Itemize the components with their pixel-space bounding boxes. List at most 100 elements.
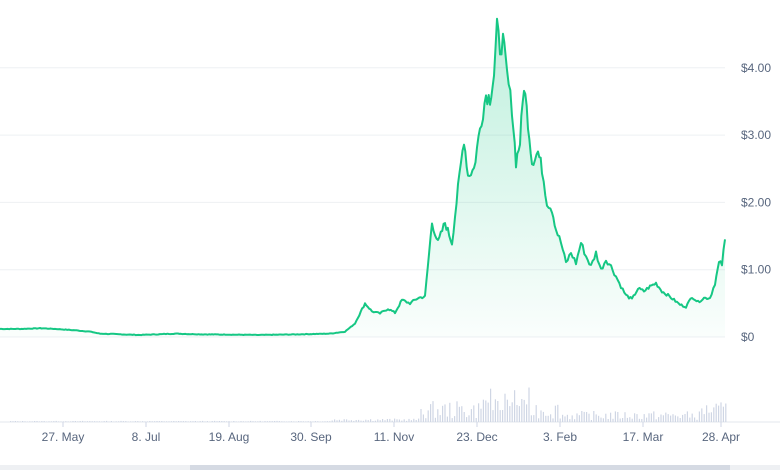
volume-bar <box>509 406 511 422</box>
volume-bar <box>218 421 220 422</box>
volume-bar <box>629 417 631 422</box>
x-scrollbar-thumb[interactable] <box>190 465 730 470</box>
volume-bar <box>41 421 43 422</box>
volume-bar <box>329 421 331 422</box>
volume-bar <box>348 420 350 422</box>
volume-bar <box>170 421 172 422</box>
x-tick-label-1: 8. Jul <box>132 430 161 444</box>
volume-bar <box>434 417 436 422</box>
volume-bar <box>118 421 120 422</box>
volume-bar <box>199 421 201 422</box>
volume-bar <box>497 401 499 422</box>
x-tick-label-0: 27. May <box>42 430 85 444</box>
volume-bar <box>674 415 676 422</box>
volume-bar <box>655 419 657 422</box>
volume-bar <box>312 421 314 422</box>
volume-bar <box>667 414 669 422</box>
volume-bar <box>506 399 508 422</box>
x-tick-label-8: 28. Apr <box>702 430 740 444</box>
volume-bar <box>492 410 494 422</box>
volume-bar <box>451 418 453 422</box>
volume-bar <box>17 421 19 422</box>
volume-bar <box>550 414 552 422</box>
volume-bar <box>151 421 153 422</box>
volume-bar <box>432 401 434 422</box>
volume-bar <box>211 421 213 422</box>
volume-bar <box>638 418 640 422</box>
x-axis-ticks: 27. May 8. Jul 19. Aug 30. Sep 11. Nov 23. De… <box>42 422 740 444</box>
price-area <box>0 18 725 338</box>
volume-bar <box>24 421 26 422</box>
volume-bar <box>67 421 69 422</box>
volume-bar <box>710 412 712 422</box>
x-tick-label-6: 3. Feb <box>543 430 577 444</box>
volume-bar <box>358 419 360 422</box>
volume-bar <box>444 404 446 422</box>
volume-bar <box>422 414 424 422</box>
volume-bar <box>161 421 163 422</box>
volume-bar <box>425 418 427 422</box>
volume-bar <box>672 414 674 422</box>
volume-bar <box>586 412 588 422</box>
volume-bar <box>326 421 328 422</box>
volume-bar <box>175 421 177 422</box>
volume-bar <box>353 420 355 422</box>
volume-bar <box>82 420 84 422</box>
volume-bar <box>120 420 122 422</box>
volume-bar <box>58 421 60 422</box>
volume-bar <box>202 420 204 422</box>
volume-bar <box>367 420 369 422</box>
volume-bar <box>101 421 103 422</box>
volume-bar <box>262 421 264 422</box>
volume-bar <box>706 405 708 422</box>
volume-bar <box>478 403 480 422</box>
volume-bar <box>70 421 72 422</box>
volume-bar <box>574 419 576 422</box>
volume-bar <box>562 414 564 422</box>
volume-bar <box>542 411 544 422</box>
volume-bar <box>624 412 626 422</box>
volume-bar <box>310 421 312 422</box>
volume-bar <box>343 419 345 422</box>
volume-bar <box>36 421 38 422</box>
volume-bar <box>46 421 48 422</box>
y-tick-label-0: $0 <box>741 330 755 344</box>
volume-bar <box>466 417 468 422</box>
volume-bar <box>31 421 33 422</box>
volume-bar <box>276 420 278 422</box>
volume-bar <box>658 417 660 422</box>
volume-bar <box>420 409 422 422</box>
volume-bar <box>238 421 240 422</box>
volume-bar <box>281 421 283 422</box>
volume-bar <box>684 414 686 422</box>
volume-bar <box>360 420 362 422</box>
volume-bar <box>346 419 348 422</box>
volume-bar <box>722 406 724 422</box>
volume-bar <box>132 421 134 422</box>
volume-bar <box>269 421 271 422</box>
volume-bar <box>595 414 597 422</box>
volume-bar <box>166 421 168 422</box>
volume-bar <box>598 415 600 422</box>
volume-bar <box>607 419 609 422</box>
volume-bar <box>50 421 52 422</box>
volume-bar <box>10 421 12 422</box>
volume-bar <box>146 421 148 422</box>
volume-bar <box>89 421 91 422</box>
volume-bar <box>446 416 448 422</box>
volume-bar <box>130 421 132 422</box>
volume-bar <box>415 420 417 422</box>
volume-bar <box>254 421 256 422</box>
volume-bar <box>286 421 288 422</box>
volume-bar <box>499 410 501 422</box>
volume-bar <box>602 418 604 422</box>
volume-bar <box>12 421 14 422</box>
volume-bar <box>557 404 559 422</box>
volume-bar <box>113 421 115 422</box>
volume-bar <box>398 419 400 422</box>
volume-bar <box>526 404 528 422</box>
x-tick-label-3: 30. Sep <box>290 430 332 444</box>
volume-bar <box>154 421 156 422</box>
volume-bar <box>430 404 432 422</box>
